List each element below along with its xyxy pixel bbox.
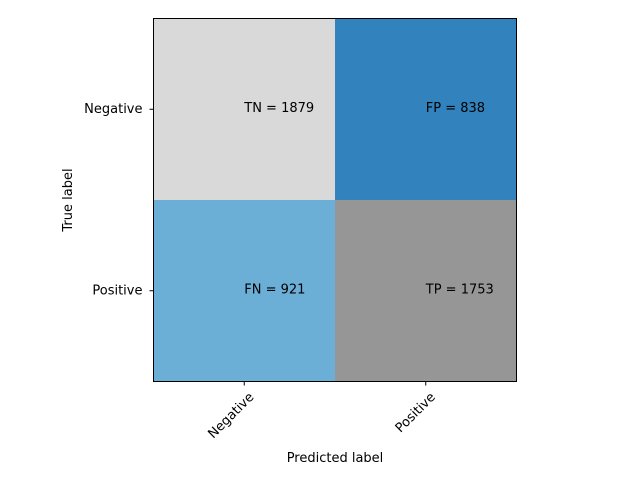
x-axis-label: Predicted label [287,451,384,466]
cell-tn [153,18,335,200]
cells-layer [153,18,517,382]
plot-frame [153,18,517,382]
cell-label-tp: TP = 1753 [425,282,494,297]
cell-label-tn: TN = 1879 [243,101,314,116]
cell-tp [335,200,517,382]
cell-fp [335,18,517,200]
y-axis-label: True label [61,168,76,232]
y-axis: Negative Positive [84,102,154,298]
x-tick-label: Negative [205,390,257,442]
cell-label-fp: FP = 838 [426,101,485,116]
x-axis: Negative Positive [205,381,439,442]
y-tick-label: Negative [84,102,142,117]
cell-fn [153,200,335,382]
x-tick-label: Positive [393,390,439,436]
cell-labels-layer: TN = 1879 FP = 838 FN = 921 TP = 1753 [243,101,494,298]
cell-label-fn: FN = 921 [244,282,305,297]
y-tick-label: Positive [92,283,142,298]
